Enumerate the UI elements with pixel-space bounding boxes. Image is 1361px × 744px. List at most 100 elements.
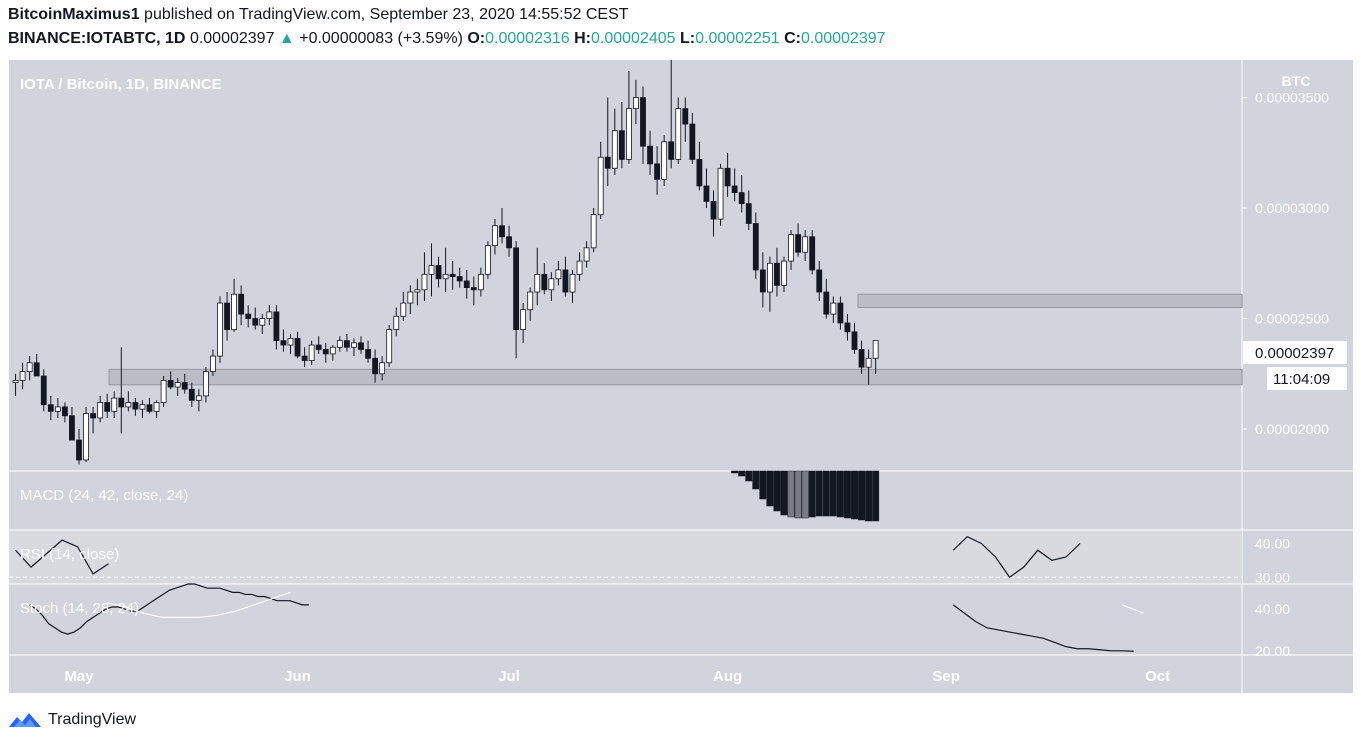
candle-body [668, 141, 675, 160]
candle-body [210, 355, 216, 372]
candle-body [456, 276, 463, 282]
rsi-pane-background [9, 530, 1242, 584]
candle-body [111, 397, 118, 412]
candle-body [548, 278, 555, 291]
support-zone [857, 293, 1243, 308]
candle-body [231, 293, 238, 330]
author-name[interactable]: BitcoinMaximus1 [8, 6, 140, 23]
candle-body [569, 273, 576, 293]
candle-body [788, 234, 794, 262]
macd-bar [801, 470, 809, 519]
stoch-tick-label: 20.00 [1255, 643, 1290, 659]
candle-body [477, 273, 484, 291]
candle-body [174, 382, 181, 388]
candle-body [435, 265, 442, 280]
candle-body [527, 291, 534, 311]
price-change: +0.00000083 (+3.59%) [299, 30, 463, 47]
macd-bar [836, 470, 844, 518]
candle-body [731, 185, 738, 193]
candle-body [414, 289, 421, 293]
macd-bar [794, 470, 802, 519]
x-tick-label: Aug [713, 668, 742, 685]
candle-body [125, 402, 132, 408]
y-tick-label: 0.00003000 [1255, 200, 1329, 216]
open-value: 0.00002316 [485, 30, 570, 47]
candle-body [809, 236, 816, 271]
candle-body [611, 130, 618, 169]
candle-body [640, 97, 646, 147]
published-text: published on TradingView.com, September … [144, 6, 629, 23]
macd-bar [865, 470, 873, 522]
candle-body [54, 406, 61, 412]
candle-body [752, 223, 759, 271]
rsi-label: RSI (14, close) [20, 546, 119, 563]
candle-body [506, 236, 512, 249]
candle-body [365, 349, 371, 359]
x-tick-label: Sep [932, 668, 960, 685]
high-value: 0.00002405 [591, 30, 676, 47]
candle-body [12, 380, 19, 384]
candle-body [654, 163, 660, 180]
stoch-tick-label: 40.00 [1255, 601, 1290, 617]
candle-body [520, 309, 527, 330]
candle-body [604, 156, 611, 169]
candle-body [647, 145, 653, 165]
candle-body [421, 273, 428, 291]
candle-body [562, 269, 569, 293]
candle-body [816, 269, 823, 293]
candle-body [724, 167, 731, 187]
candle-body [329, 346, 336, 355]
candle-body [802, 236, 809, 253]
support-zone [108, 368, 1243, 386]
candle-body [717, 167, 724, 220]
candle-body [372, 357, 379, 375]
candle-body [618, 130, 625, 160]
stoch-d-line-may [107, 591, 291, 619]
chart-container[interactable]: 40.00 30.00 40.00 20.00 0.00003500 0.000030… [9, 57, 1353, 693]
candle-body [865, 357, 872, 368]
candle-body [19, 371, 26, 381]
candle-body [160, 380, 167, 403]
candle-body [358, 342, 364, 350]
candle-body [499, 225, 505, 238]
high-label: H: [574, 30, 592, 47]
candle-body [555, 269, 562, 280]
candle-body [90, 413, 96, 419]
candle-body [534, 273, 541, 293]
stoch-k-line-sep [952, 604, 1134, 652]
macd-bar [745, 470, 753, 482]
candle-body [541, 273, 548, 291]
countdown-tag-text: 11:04:09 [1273, 371, 1330, 388]
up-triangle-icon: ▲ [278, 30, 295, 47]
close-value: 0.00002397 [800, 30, 886, 47]
low-value: 0.00002251 [695, 30, 780, 47]
price-chart[interactable]: 40.00 30.00 40.00 20.00 0.00003500 0.000030… [9, 57, 1353, 693]
candle-body [767, 262, 773, 293]
candle-body [428, 265, 435, 275]
stoch-k-line-may [29, 583, 309, 635]
candle-body [463, 280, 470, 288]
candle-body [62, 406, 68, 417]
candle-body [738, 192, 745, 205]
candle-body [393, 315, 400, 330]
candle-body [245, 313, 252, 319]
candle-body [118, 397, 125, 408]
x-tick-label: May [64, 668, 94, 685]
last-price: 0.00002397 [189, 30, 275, 47]
candle-body [294, 338, 301, 357]
candle-body [336, 340, 343, 348]
candle-body [872, 340, 879, 359]
last-price-tag [1243, 341, 1347, 364]
tradingview-logo-icon[interactable] [8, 710, 42, 730]
candle-body [774, 262, 780, 286]
candle-body [47, 404, 54, 412]
candle-body [576, 260, 583, 275]
candle-body [407, 291, 414, 304]
brand-name[interactable]: TradingView [48, 711, 137, 728]
candle-body [386, 329, 393, 364]
candle-body [153, 402, 160, 412]
macd-bar [822, 470, 830, 517]
candle-body [26, 362, 33, 372]
x-tick-label: Oct [1145, 668, 1170, 685]
candle-body [597, 156, 604, 216]
